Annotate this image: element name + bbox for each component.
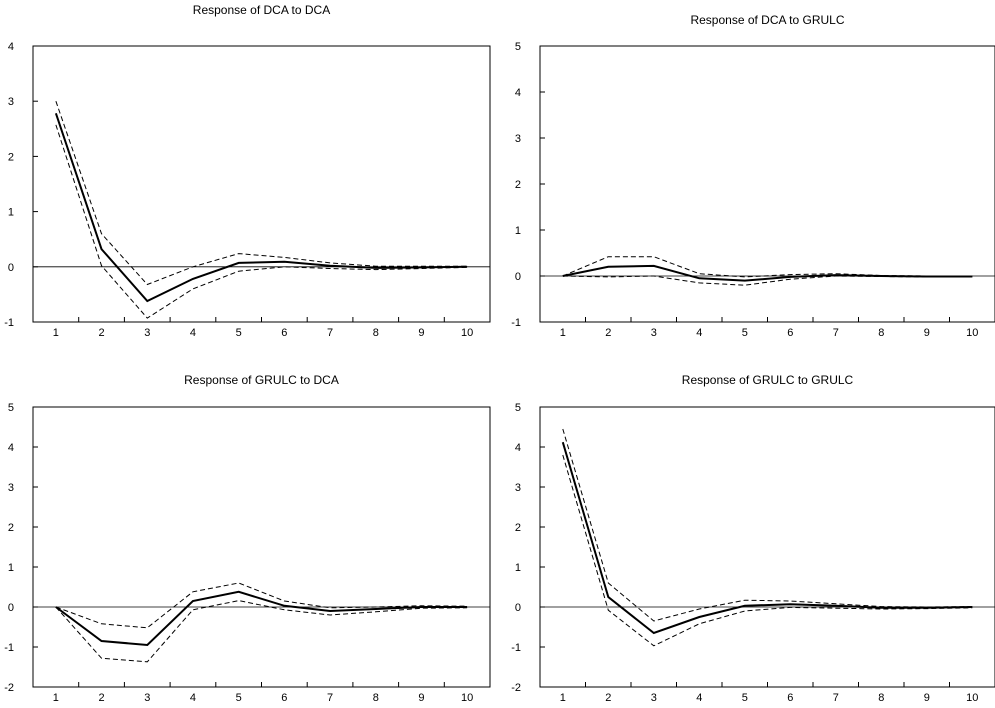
x-tick-label: 8 xyxy=(373,327,379,339)
chart-panel-1: Response of DCA to DCA -1 0 1 2 3 4 1 2 3 4 5 6 7 8 9 10 xyxy=(4,3,491,339)
x-tick-label: 4 xyxy=(190,692,196,704)
plot-frame xyxy=(32,45,491,323)
x-tick-label: 7 xyxy=(327,692,333,704)
x-tick-label: 8 xyxy=(373,692,379,704)
y-tick-label: 2 xyxy=(515,179,521,191)
x-tick-label: 6 xyxy=(281,327,287,339)
x-tick-label: 6 xyxy=(787,692,793,704)
chart-title: Response of GRULC to DCA xyxy=(184,373,339,387)
lower-band-line xyxy=(55,600,468,663)
x-tick-label: 10 xyxy=(966,327,978,339)
x-tick-label: 2 xyxy=(605,327,611,339)
y-tick-label: 3 xyxy=(8,482,14,494)
y-tick-label: 1 xyxy=(8,562,14,574)
response-line xyxy=(54,112,468,303)
chart-title: Response of DCA to DCA xyxy=(193,3,330,17)
y-tick-label: -1 xyxy=(511,642,521,654)
y-tick-label: 1 xyxy=(515,562,521,574)
y-tick-label: 2 xyxy=(515,522,521,534)
x-tick-label: 2 xyxy=(98,327,104,339)
y-tick-label: 3 xyxy=(8,96,14,108)
x-tick-label: 5 xyxy=(236,327,242,339)
y-tick-label: 1 xyxy=(8,207,14,219)
x-tick-label: 9 xyxy=(418,692,424,704)
y-tick-label: -2 xyxy=(511,682,521,694)
y-tick-label: -1 xyxy=(4,642,14,654)
y-tick-label: 4 xyxy=(515,442,521,454)
lower-band-line xyxy=(55,124,468,319)
y-tick-label: 5 xyxy=(8,402,14,414)
x-tick-label: 10 xyxy=(461,692,473,704)
upper-band-line xyxy=(55,101,468,286)
y-tick-label: 0 xyxy=(8,602,14,614)
y-tick-label: 0 xyxy=(515,271,521,283)
y-tick-label: -2 xyxy=(4,682,14,694)
y-tick-label: 1 xyxy=(515,225,521,237)
chart-panel-4: Response of GRULC to GRULC -2 -1 0 1 2 3 4 5 1 2 3 4… xyxy=(511,373,995,704)
x-tick-label: 7 xyxy=(833,692,839,704)
y-tick-label: 2 xyxy=(8,522,14,534)
x-tick-label: 1 xyxy=(53,692,59,704)
x-tick-label: 9 xyxy=(418,327,424,339)
x-tick-label: 1 xyxy=(560,692,566,704)
y-tick-label: 0 xyxy=(515,602,521,614)
x-tick-label: 2 xyxy=(98,692,104,704)
x-tick-label: 10 xyxy=(966,692,978,704)
x-tick-label: 3 xyxy=(651,327,657,339)
y-tick-label: 4 xyxy=(8,442,14,454)
plot-frame xyxy=(32,406,491,688)
x-tick-label: 8 xyxy=(878,692,884,704)
upper-band-line xyxy=(562,256,973,278)
x-tick-label: 5 xyxy=(742,692,748,704)
y-tick-label: -1 xyxy=(4,317,14,329)
y-tick-label: 2 xyxy=(8,151,14,163)
x-tick-label: 4 xyxy=(696,327,702,339)
x-tick-label: 4 xyxy=(190,327,196,339)
y-tick-label: 5 xyxy=(515,41,521,53)
upper-band-line xyxy=(562,428,973,622)
x-tick-label: 10 xyxy=(461,327,473,339)
x-tick-label: 5 xyxy=(742,327,748,339)
lower-band-line xyxy=(562,275,973,286)
response-line xyxy=(562,264,973,282)
x-tick-label: 2 xyxy=(605,692,611,704)
chart-title: Response of GRULC to GRULC xyxy=(682,373,854,387)
x-tick-label: 8 xyxy=(878,327,884,339)
x-tick-label: 4 xyxy=(696,692,702,704)
x-tick-label: 3 xyxy=(144,692,150,704)
x-tick-label: 1 xyxy=(53,327,59,339)
y-tick-label: 3 xyxy=(515,133,521,145)
plot-frame xyxy=(539,45,995,323)
x-tick-label: 9 xyxy=(924,327,930,339)
chart-panel-3: Response of GRULC to DCA -2 -1 0 1 2 3 4 5 1 2 3 4 5 6… xyxy=(4,373,491,704)
x-tick-label: 9 xyxy=(924,692,930,704)
x-tick-label: 5 xyxy=(236,692,242,704)
y-tick-label: 5 xyxy=(515,402,521,414)
lower-band-line xyxy=(562,454,973,647)
response-line xyxy=(561,441,973,635)
x-tick-label: 1 xyxy=(560,327,566,339)
x-tick-label: 6 xyxy=(281,692,287,704)
chart-panel-2: Response of DCA to GRULC -1 0 1 2 3 4 5 1 2 3 4 5 6 7 8… xyxy=(511,13,995,339)
x-tick-label: 7 xyxy=(327,327,333,339)
upper-band-line xyxy=(55,582,468,629)
x-tick-label: 3 xyxy=(144,327,150,339)
plot-frame xyxy=(539,406,995,688)
response-line xyxy=(55,590,468,647)
y-tick-label: 3 xyxy=(515,482,521,494)
y-tick-label: 4 xyxy=(515,87,521,99)
x-tick-label: 7 xyxy=(833,327,839,339)
y-tick-label: 0 xyxy=(8,262,14,274)
y-tick-label: 4 xyxy=(8,41,14,53)
x-tick-label: 6 xyxy=(787,327,793,339)
x-tick-label: 3 xyxy=(651,692,657,704)
chart-title: Response of DCA to GRULC xyxy=(690,13,844,27)
y-tick-label: -1 xyxy=(511,317,521,329)
